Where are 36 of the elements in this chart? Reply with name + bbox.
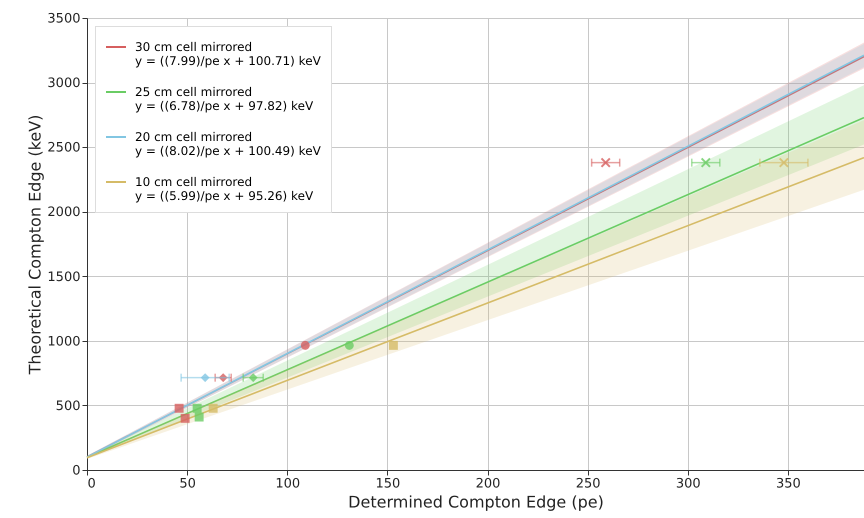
- y-tick-label: 500: [56, 398, 80, 414]
- point: [194, 412, 204, 422]
- x-tick-label: 200: [476, 476, 500, 492]
- point: [248, 373, 258, 382]
- y-tick-label: 3000: [47, 76, 80, 92]
- point: [600, 157, 611, 168]
- point: [192, 404, 202, 413]
- y-tick-label: 1500: [47, 270, 80, 285]
- x-tick-label: 350: [776, 476, 801, 492]
- y-tick-label: 3500: [47, 12, 80, 26]
- point: [300, 340, 310, 350]
- point: [174, 404, 184, 413]
- x-tick-label: 300: [676, 476, 701, 492]
- point: [180, 414, 190, 423]
- legend-label: 20 cm cell mirrored y = ((8.02)/pe x + 100.49) keV: [135, 130, 322, 158]
- point: [208, 404, 218, 413]
- legend-label: 30 cm cell mirrored y = ((7.99)/pe x + 100.71) keV: [135, 40, 322, 68]
- point: [200, 373, 210, 382]
- legend-label: 10 cm cell mirrored y = ((5.99)/pe x + 95.26) keV: [135, 175, 314, 203]
- y-tick-label: 2000: [47, 205, 80, 220]
- x-tick-label: 0: [88, 476, 96, 492]
- y-tick-label: 1000: [47, 334, 80, 350]
- legend-label: 25 cm cell mirrored y = ((6.78)/pe x + 97.82) keV: [135, 85, 314, 113]
- y-axis-title: Theoretical Compton Edge (keV): [25, 114, 44, 376]
- point: [388, 340, 398, 350]
- y-tick-label: 2500: [47, 140, 80, 156]
- x-tick-label: 250: [576, 476, 601, 492]
- point: [700, 157, 711, 168]
- point: [778, 157, 790, 168]
- point: [218, 373, 228, 382]
- x-tick-label: 100: [275, 476, 300, 492]
- x-tick-label: 150: [375, 476, 400, 492]
- y-tick-label: 0: [72, 464, 80, 478]
- x-axis-title: Determined Compton Edge (pe): [348, 492, 604, 512]
- point: [344, 340, 354, 350]
- x-tick-label: 50: [179, 476, 196, 492]
